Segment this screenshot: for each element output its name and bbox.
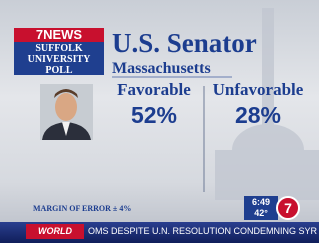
column-label: Favorable <box>108 80 200 100</box>
time: 6:49 <box>244 197 278 208</box>
column-label: Unfavorable <box>208 80 308 100</box>
logo-poll: SUFFOLK UNIVERSITY POLL <box>14 42 104 75</box>
photo <box>40 84 93 140</box>
logo-station: 7NEWS <box>14 28 104 42</box>
title: U.S. Senator <box>112 28 257 59</box>
subtitle: Massachusetts <box>112 60 211 78</box>
screen: 7NEWS SUFFOLK UNIVERSITY POLL U.S. Senat… <box>0 0 319 243</box>
ticker-text: OMS DESPITE U.N. RESOLUTION CONDEMNING S… <box>88 226 317 236</box>
temperature: 42° <box>244 208 278 219</box>
time-temp: 6:49 42° <box>244 196 278 220</box>
column-value: 28% <box>208 102 308 129</box>
ticker-tag: WORLD <box>26 224 84 239</box>
column-value: 52% <box>108 102 200 129</box>
channel-logo: 7 <box>276 196 300 220</box>
footnote: MARGIN OF ERROR ± 4% <box>33 204 131 213</box>
